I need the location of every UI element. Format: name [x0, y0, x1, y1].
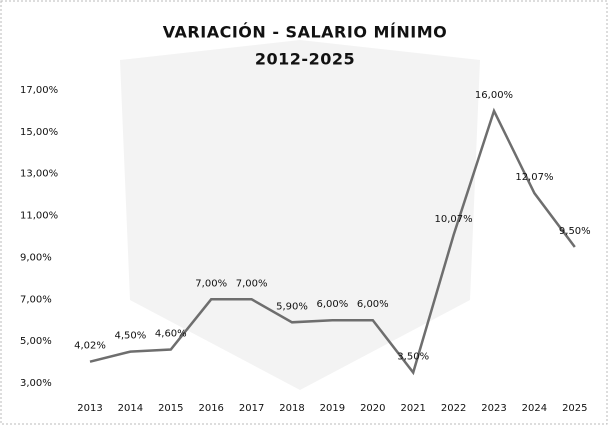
- y-tick-label: 15,00%: [20, 127, 58, 138]
- y-tick-label: 5,00%: [20, 336, 52, 347]
- y-tick-label: 17,00%: [20, 85, 58, 96]
- x-tick-label: 2023: [481, 403, 506, 414]
- x-tick-label: 2025: [562, 403, 587, 414]
- x-tick-label: 2014: [118, 403, 143, 414]
- x-tick-label: 2021: [400, 403, 425, 414]
- data-label: 16,00%: [475, 90, 513, 101]
- y-tick-label: 11,00%: [20, 211, 58, 222]
- y-tick-label: 13,00%: [20, 169, 58, 180]
- data-label: 6,00%: [357, 299, 389, 310]
- data-label: 6,00%: [317, 299, 349, 310]
- x-tick-label: 2022: [441, 403, 466, 414]
- data-label: 3,50%: [397, 352, 429, 363]
- y-tick-label: 7,00%: [20, 294, 52, 305]
- data-label: 7,00%: [195, 278, 227, 289]
- x-tick-label: 2015: [158, 403, 183, 414]
- x-tick-label: 2017: [239, 403, 264, 414]
- data-label: 4,02%: [74, 341, 106, 352]
- x-tick-label: 2018: [279, 403, 304, 414]
- x-tick-label: 2016: [198, 403, 223, 414]
- chart-subtitle: 2012-2025: [255, 50, 355, 69]
- data-line: [89, 107, 576, 376]
- x-tick-label: 2020: [360, 403, 385, 414]
- data-label: 5,90%: [276, 301, 308, 312]
- x-tick-label: 2024: [522, 403, 547, 414]
- data-label: 9,50%: [559, 226, 591, 237]
- data-label: 12,07%: [515, 172, 553, 183]
- y-tick-label: 9,00%: [20, 252, 52, 263]
- chart-title: VARIACIÓN - SALARIO MÍNIMO: [163, 23, 447, 42]
- data-label: 4,60%: [155, 329, 187, 340]
- data-label: 10,07%: [435, 214, 473, 225]
- x-tick-label: 2019: [320, 403, 345, 414]
- x-tick-label: 2013: [77, 403, 102, 414]
- data-label: 7,00%: [236, 278, 268, 289]
- data-label: 4,50%: [115, 331, 147, 342]
- y-tick-label: 3,00%: [20, 378, 52, 389]
